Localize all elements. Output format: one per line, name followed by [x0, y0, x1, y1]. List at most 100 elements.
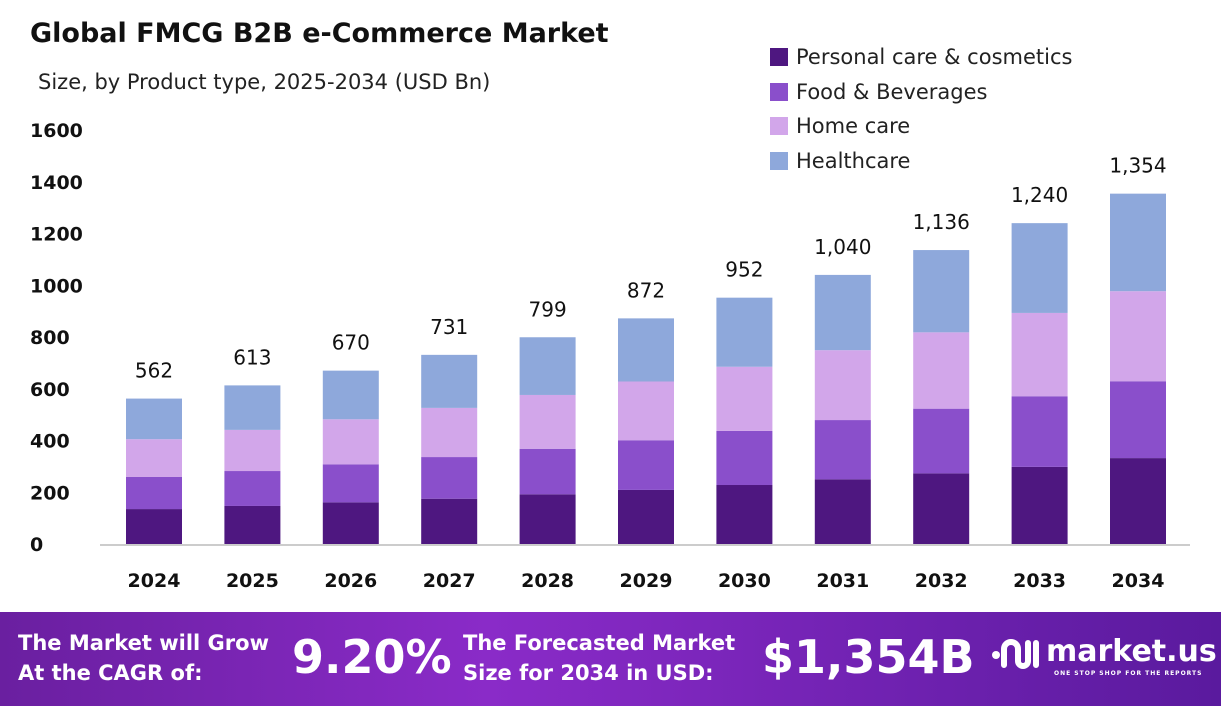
bar-segment [814, 479, 871, 544]
chart-title: Global FMCG B2B e-Commerce Market [30, 18, 609, 49]
total-label: 1,136 [913, 210, 970, 234]
bar-segment [1110, 458, 1166, 544]
bar-segment [421, 354, 478, 408]
total-label: 1,240 [1011, 183, 1068, 207]
total-label: 952 [725, 258, 763, 282]
logo-tagline: ONE STOP SHOP FOR THE REPORTS [1054, 670, 1203, 677]
legend-swatch [770, 117, 788, 136]
x-tick-label: 2030 [718, 570, 771, 592]
legend-item: Healthcare [770, 144, 1072, 179]
total-label: 1,040 [814, 235, 871, 259]
bar-segment [913, 408, 970, 474]
bar-segment [814, 274, 871, 351]
total-label: 872 [627, 278, 665, 302]
legend: Personal care & cosmetics Food & Beverage… [770, 40, 1072, 178]
bar-segment [519, 394, 576, 449]
legend-label: Home care [796, 114, 911, 139]
x-tick-label: 2027 [423, 570, 476, 592]
total-label: 731 [430, 315, 468, 339]
y-tick-label: 1200 [30, 224, 83, 246]
bar-segment [421, 498, 478, 544]
bar-segment [224, 505, 281, 544]
x-tick-label: 2026 [324, 570, 377, 592]
bar-segment [224, 471, 281, 506]
y-tick-label: 800 [30, 327, 70, 349]
bar-segment [322, 419, 379, 465]
y-tick-label: 400 [30, 431, 70, 453]
total-label: 613 [233, 345, 271, 369]
bar-segment [1110, 381, 1166, 459]
bar-segment [126, 476, 182, 510]
bar-segment [224, 385, 281, 430]
forecast-value: $1,354B [762, 630, 975, 684]
cagr-label: The Market will Grow At the CAGR of: [18, 628, 269, 688]
x-tick-label: 2029 [620, 570, 673, 592]
y-tick-label: 600 [30, 379, 70, 401]
x-tick-label: 2031 [816, 570, 869, 592]
legend-swatch [770, 48, 788, 67]
forecast-label-line1: The Forecasted Market [463, 631, 736, 655]
bar-segment [519, 337, 576, 395]
legend-swatch [770, 151, 788, 170]
forecast-label-line2: Size for 2034 in USD: [463, 661, 714, 685]
bar-segment [814, 420, 871, 480]
total-label: 562 [135, 359, 173, 383]
y-tick-label: 1000 [30, 275, 83, 297]
bar-segment [618, 318, 674, 382]
footer-banner: The Market will Grow At the CAGR of: 9.20… [0, 612, 1221, 706]
y-tick-label: 0 [30, 534, 43, 556]
bar-segment [1110, 291, 1166, 382]
y-tick-label: 1600 [30, 120, 83, 142]
y-tick-label: 200 [30, 482, 70, 504]
logo-mark-icon [992, 638, 1039, 669]
bar-segment [126, 398, 182, 440]
bar-segment [716, 485, 773, 544]
legend-label: Healthcare [796, 148, 911, 173]
cagr-value: 9.20% [292, 630, 452, 684]
bar-segment [322, 370, 379, 420]
bar-segment [519, 448, 576, 495]
bar-segment [618, 381, 674, 441]
bar-segment [913, 473, 970, 544]
bar-segment [814, 350, 871, 421]
bar-segment [126, 439, 182, 477]
bar-segment [1110, 193, 1166, 292]
cagr-label-line2: At the CAGR of: [18, 661, 203, 685]
bar-segment [1011, 312, 1068, 397]
bar-segment [913, 332, 970, 409]
legend-label: Food & Beverages [796, 79, 988, 104]
bar-segment [716, 430, 773, 486]
bar-segment [716, 366, 773, 431]
cagr-label-line1: The Market will Grow [18, 631, 269, 655]
legend-label: Personal care & cosmetics [796, 45, 1073, 70]
total-label: 1,354 [1109, 154, 1166, 178]
bar-segment [421, 407, 478, 458]
chart-subtitle: Size, by Product type, 2025-2034 (USD Bn… [38, 70, 491, 94]
logo-text: market.us [1046, 634, 1217, 669]
legend-item: Personal care & cosmetics [770, 40, 1072, 75]
bar-segment [716, 297, 773, 367]
bar-segment [126, 509, 182, 544]
bar-segment [224, 429, 281, 472]
bar-segment [1011, 466, 1068, 544]
bar-segment [618, 489, 674, 544]
bar-chart: 0 200 400 600 800 1000 1200 1400 1600 562 2024 613 2… [30, 120, 1190, 592]
total-label: 670 [332, 331, 370, 355]
y-tick-label: 1400 [30, 172, 83, 194]
x-tick-label: 2033 [1013, 570, 1066, 592]
legend-swatch [770, 82, 788, 101]
forecast-label: The Forecasted Market Size for 2034 in US… [463, 628, 735, 688]
bar-segment [1011, 223, 1068, 313]
x-tick-label: 2024 [128, 570, 181, 592]
bar-segment [322, 502, 379, 544]
legend-item: Home care [770, 109, 1072, 144]
x-tick-label: 2025 [226, 570, 279, 592]
bar-segment [1011, 396, 1068, 467]
bar-segment [421, 457, 478, 499]
bar-segment [913, 250, 970, 333]
x-tick-label: 2028 [521, 570, 574, 592]
legend-item: Food & Beverages [770, 75, 1072, 110]
bar-segment [322, 464, 379, 503]
bar-segment [618, 440, 674, 490]
x-tick-label: 2032 [915, 570, 968, 592]
